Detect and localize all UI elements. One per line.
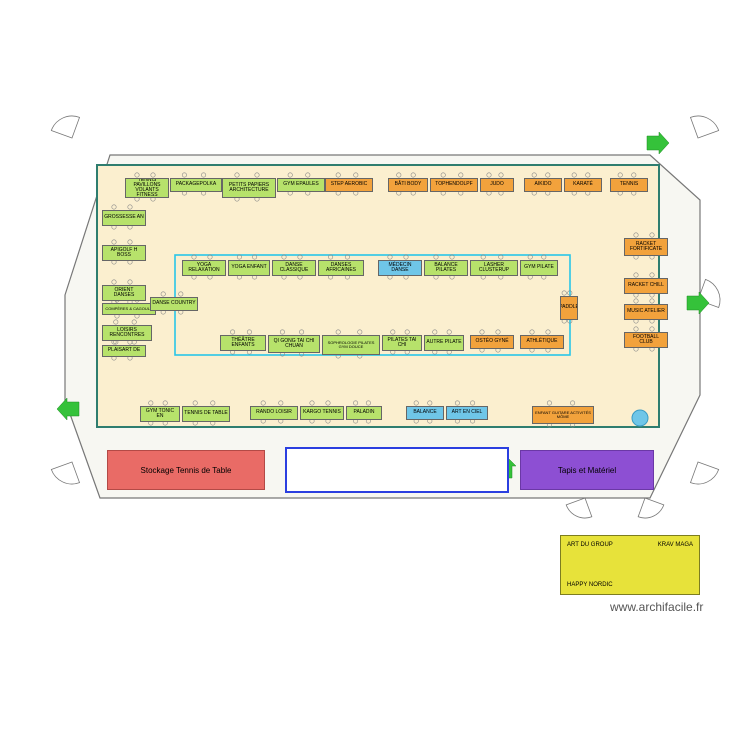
- booth: ENFANT GUITARE ACTIVITÉS MÔME: [532, 406, 594, 424]
- booth: PACKAGEPOLKA: [170, 178, 222, 192]
- booth: DANSE CLASSIQUE: [272, 260, 316, 276]
- booth: RACKET CHILL: [624, 278, 668, 294]
- booth: RACKET FORTIFICATE: [624, 238, 668, 256]
- booth: QI GONG TAI CHI CHUAN: [268, 335, 320, 353]
- booth: MÉDECIN DANSE: [378, 260, 422, 276]
- legend-item: ART DU GROUP: [567, 542, 613, 548]
- booth: TENNIS DE TABLE: [182, 406, 230, 422]
- booth: SOPHROLOGIE PILATES GYM DOUCE: [322, 335, 380, 355]
- booth: GYM EPAULES: [277, 178, 325, 192]
- booth: YOGA RELAXATION: [182, 260, 226, 276]
- booth: ORIENT DANSES: [102, 285, 146, 301]
- booth: FOOTBALL CLUB: [624, 332, 668, 348]
- booth: APIGOLF H BOSS: [102, 245, 146, 261]
- booth: PETITS PAPIERS ARCHITECTURE: [222, 178, 276, 198]
- booth: PLAISART DE: [102, 345, 146, 357]
- booth: JUDO: [480, 178, 514, 192]
- booth: ART EN CIEL: [446, 406, 488, 420]
- booth: TENNIS: [610, 178, 648, 192]
- booth: AIKIDO: [524, 178, 562, 192]
- floor-plan-canvas: Stockage Tennis de Table Tapis et Matéri…: [0, 0, 750, 750]
- booth: KARGO TENNIS: [300, 406, 344, 420]
- booth: YOGA ENFANT: [228, 260, 270, 276]
- booth: OSTÉO GYNÉ: [470, 335, 514, 349]
- booth: AUTRE PILATE: [424, 335, 464, 351]
- booth: BÂTI BODY: [388, 178, 428, 192]
- booth: PALADIN: [346, 406, 382, 420]
- stockage-label: Stockage Tennis de Table: [141, 466, 232, 475]
- watermark: www.archifacile.fr: [610, 600, 703, 614]
- booth: PILATES TAI CHI: [382, 335, 422, 351]
- booth: BALANCE: [406, 406, 444, 420]
- booth: PADDLE: [560, 296, 578, 320]
- booth: KARATÉ: [564, 178, 602, 192]
- booth: STEP AEROBIC: [325, 178, 373, 192]
- svg-layer: [0, 0, 750, 750]
- legend-box: ART DU GROUP KRAV MAGA HAPPY NORDIC: [560, 535, 700, 595]
- booth: COMPÈRES & CAGOULE: [102, 303, 156, 315]
- booth: GROSSESSE AN: [102, 210, 146, 226]
- booth: GYM PILATE: [520, 260, 558, 276]
- booth: LASHER CLUSTERUP: [470, 260, 518, 276]
- blue-zone: [285, 447, 509, 493]
- booth: TENNIS PAVILLONS VOLANTS FITNESS: [125, 178, 169, 198]
- booth: ATHLÉTIQUE: [520, 335, 564, 349]
- booth: MUSIC ATELIER: [624, 304, 668, 320]
- stockage-zone: Stockage Tennis de Table: [107, 450, 265, 490]
- tapis-label: Tapis et Matériel: [558, 466, 616, 475]
- booth: BALANCE PILATES: [424, 260, 468, 276]
- tapis-zone: Tapis et Matériel: [520, 450, 654, 490]
- booth: LOISIRS RENCONTRES: [102, 325, 152, 341]
- booth: DANSE COUNTRY: [150, 297, 198, 311]
- booth: RANDO LOISIR: [250, 406, 298, 420]
- booth: TOPHENDOLPF: [430, 178, 478, 192]
- booth: GYM TONIC EN: [140, 406, 180, 422]
- legend-item: HAPPY NORDIC: [567, 582, 613, 588]
- legend-item: KRAV MAGA: [658, 542, 693, 548]
- booth: THÉÂTRE ENFANTS: [220, 335, 266, 351]
- booth: DANSES AFRICAINES: [318, 260, 364, 276]
